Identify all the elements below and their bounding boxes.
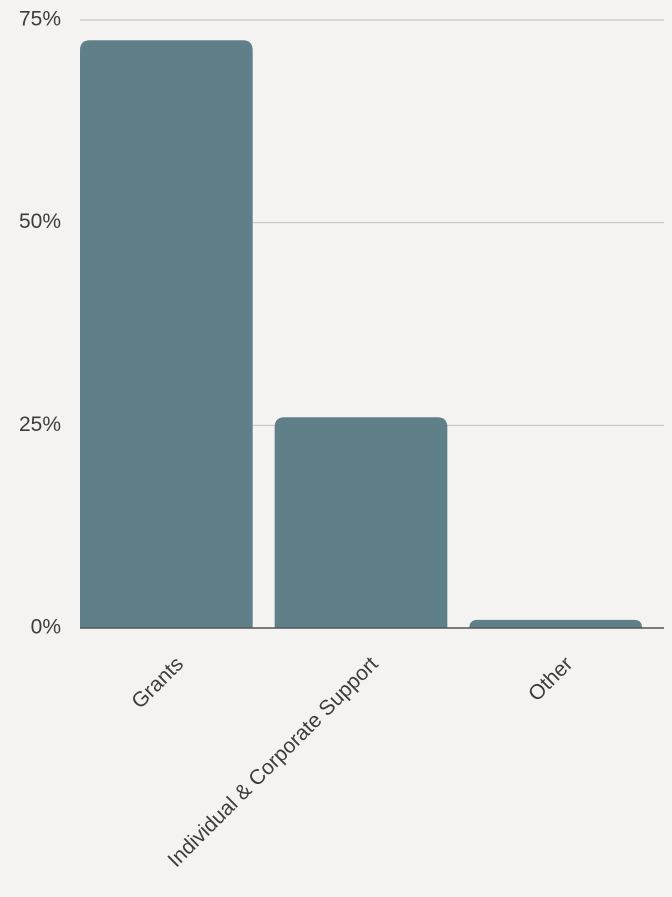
bar-grants (80, 40, 253, 629)
x-tick-label: Other (524, 652, 577, 705)
y-tick-label: 50% (19, 210, 61, 233)
bar-other (469, 619, 642, 628)
y-tick-label: 0% (31, 616, 61, 639)
x-tick-label: Grants (127, 652, 188, 713)
x-tick-label: Individual & Corporate Support (163, 652, 382, 871)
y-tick-label: 25% (19, 413, 61, 436)
bar-layer (80, 40, 642, 629)
y-tick-label: 75% (19, 8, 61, 31)
bar-individual-corporate-support (274, 417, 448, 628)
axis-layer: 0% 25% 50% 75% (19, 8, 664, 639)
